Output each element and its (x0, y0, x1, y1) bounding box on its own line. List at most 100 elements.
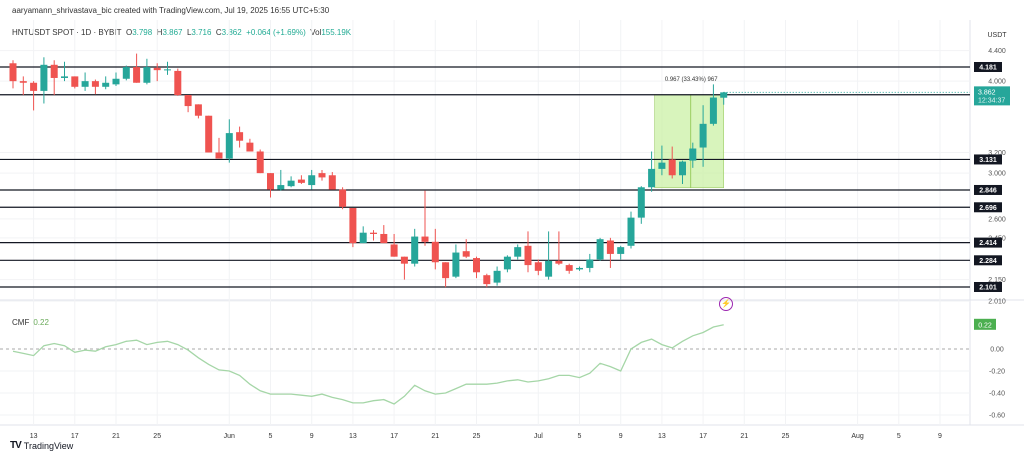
candle-up (503, 256, 511, 270)
candle-down (153, 67, 161, 71)
open-label: O (125, 28, 133, 37)
candle-down (349, 207, 357, 244)
candle-down (442, 262, 450, 279)
candle-up (40, 64, 48, 91)
price-axis-tick: 2.010 (988, 299, 1006, 306)
cmf-line (12, 324, 724, 405)
candle-down (246, 142, 254, 152)
level-price-label: 2.101 (979, 284, 997, 291)
time-axis-label: 21 (431, 433, 439, 440)
candle-down (205, 115, 213, 153)
tradingview-brand: TradingView (23, 440, 74, 451)
candle-down (431, 241, 439, 263)
candle-down (19, 81, 27, 83)
level-price-tag (974, 281, 1002, 292)
high-value: 3.867 (162, 28, 183, 37)
candle-down (328, 175, 336, 190)
level-price-tag (974, 237, 1002, 248)
cmf-name: CMF (12, 318, 30, 327)
candle-up (225, 133, 233, 159)
candle-up (102, 82, 110, 87)
measure-label: 0.967 (33.43%) 967 (665, 77, 718, 83)
price-axis-tick: 4.000 (988, 79, 1006, 86)
candle-down (339, 189, 347, 207)
cmf-legend[interactable]: CMF 0.22 (12, 318, 49, 327)
current-price-tag (974, 86, 1010, 106)
time-axis-label: 13 (349, 433, 357, 440)
time-axis-label: 21 (740, 433, 748, 440)
candle-up (648, 168, 656, 188)
volume-label: Vol (310, 28, 322, 37)
time-axis-label: Aug (851, 433, 864, 440)
candle-up (308, 175, 316, 186)
candle-up (576, 267, 583, 270)
time-axis-label: 5 (578, 433, 582, 440)
candle-down (215, 152, 223, 159)
candle-up (658, 162, 666, 169)
candle-up (514, 247, 522, 257)
time-axis-label: 17 (699, 433, 707, 440)
time-axis-label: 25 (473, 433, 481, 440)
time-axis-label: Jun (224, 433, 235, 440)
level-price-label: 2.284 (979, 258, 997, 265)
level-price-label: 3.131 (979, 157, 997, 164)
candle-down (297, 179, 305, 183)
high-label: H (156, 28, 163, 37)
close-value: 3.862 (221, 28, 242, 37)
cmf-value: 0.22 (33, 318, 49, 327)
candle-down (133, 67, 141, 83)
candle-down (606, 240, 614, 254)
candle-down (534, 262, 542, 271)
candle-down (256, 151, 264, 174)
candle-down (50, 64, 58, 78)
candle-down (9, 63, 17, 82)
time-axis-label: 25 (782, 433, 790, 440)
open-value: 3.798 (132, 28, 153, 37)
symbol-title[interactable]: HNTUSDT SPOT · 1D · BYBIT (12, 28, 122, 37)
time-axis-label: 17 (71, 433, 79, 440)
time-axis-label: 9 (938, 433, 942, 440)
candle-up (411, 236, 419, 264)
level-price-label: 2.696 (979, 205, 997, 212)
candle-up (112, 78, 120, 85)
bar-countdown: 12:34:37 (978, 97, 1005, 104)
time-axis-label: 9 (310, 433, 314, 440)
candle-down (30, 82, 38, 91)
chart-credit: aaryamann_shrivastava_bic created with T… (12, 6, 330, 15)
cmf-axis-tick: -0.20 (989, 369, 1005, 376)
price-axis-tick: 3.000 (988, 171, 1006, 178)
time-axis-label: 5 (897, 433, 901, 440)
candle-down (174, 70, 182, 96)
candle-down (380, 233, 388, 244)
price-axis-tick: 3.200 (988, 150, 1006, 157)
candle-up (596, 239, 604, 260)
candle-down (71, 76, 79, 87)
level-price-label: 2.846 (979, 187, 997, 194)
candle-down (555, 260, 563, 264)
candle-up (617, 247, 625, 254)
tradingview-logo[interactable]: TV TradingView (10, 440, 73, 451)
candle-down (524, 245, 532, 266)
candle-up (689, 148, 697, 161)
candle-down (400, 256, 408, 264)
candle-down (236, 132, 244, 141)
cmf-value-tag (974, 318, 996, 330)
tradingview-mark-icon: TV (10, 440, 22, 451)
price-axis-tick: 2.600 (988, 216, 1006, 223)
symbol-legend: HNTUSDT SPOT · 1D · BYBIT O3.798 H3.867 … (12, 28, 351, 37)
candle-down (483, 275, 491, 285)
time-axis-label: 13 (30, 433, 38, 440)
candle-down (184, 95, 192, 107)
low-value: 3.716 (191, 28, 212, 37)
change-value: +0.064 (+1.69%) (246, 28, 306, 37)
candle-down (390, 244, 398, 257)
level-price-tag (974, 62, 1002, 72)
cmf-value-axis-label: 0.22 (978, 322, 992, 329)
candle-up (359, 232, 367, 244)
candle-up (122, 67, 130, 79)
candle-up (637, 187, 645, 218)
lightning-icon[interactable]: ⚡ (719, 297, 733, 311)
candle-down (473, 258, 480, 273)
current-price-label: 3.862 (978, 89, 996, 96)
